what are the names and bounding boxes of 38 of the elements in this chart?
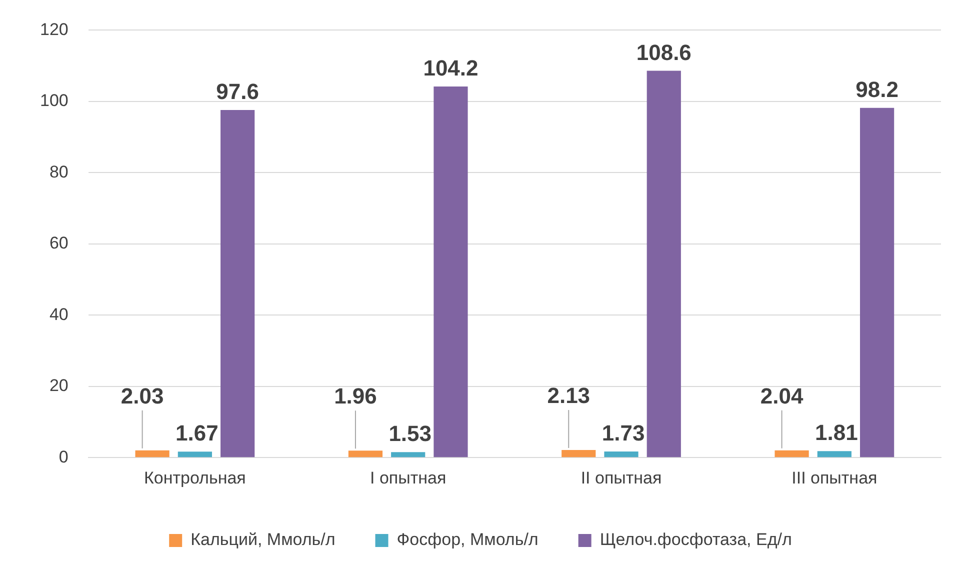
data-label: 104.2 — [423, 56, 478, 81]
x-tick-label: I опытная — [370, 468, 446, 488]
y-tick-label: 120 — [40, 20, 68, 39]
y-tick-label: 0 — [58, 447, 68, 466]
y-tick-label: 60 — [49, 234, 68, 253]
data-label: 1.81 — [815, 420, 858, 446]
data-label: 1.53 — [388, 421, 432, 446]
y-tick-label: 40 — [49, 304, 68, 324]
bar — [562, 450, 596, 458]
x-tick-label: Контрольная — [144, 468, 246, 488]
bar — [646, 70, 681, 458]
bar — [817, 451, 852, 458]
bar — [220, 110, 255, 458]
legend-label: Фосфор, Ммоль/л — [396, 530, 538, 550]
data-label: 108.6 — [636, 40, 692, 65]
x-tick-label: II опытная — [580, 468, 662, 488]
bar — [860, 108, 894, 458]
bar — [348, 450, 383, 458]
data-label: 2.13 — [547, 383, 590, 408]
data-label: 1.73 — [602, 420, 645, 446]
legend-label: Щелоч.фосфотаза, Ед/л — [600, 530, 792, 550]
bar — [774, 450, 809, 458]
bar — [178, 452, 212, 458]
data-label: 2.03 — [120, 383, 164, 408]
x-tick-label: III опытная — [792, 468, 878, 488]
y-tick-label: 20 — [49, 376, 68, 396]
bar — [604, 451, 638, 458]
bar — [391, 452, 426, 458]
data-label: 97.6 — [216, 79, 259, 104]
data-label: 1.96 — [334, 384, 377, 409]
legend-label: Кальций, Ммоль/л — [190, 530, 336, 550]
bar — [434, 86, 468, 458]
data-label: 98.2 — [856, 76, 898, 102]
bar — [135, 450, 170, 458]
y-tick-label: 100 — [40, 91, 68, 110]
data-label: 2.04 — [760, 383, 804, 408]
y-tick-label: 80 — [49, 162, 68, 182]
data-label: 1.67 — [176, 420, 218, 446]
